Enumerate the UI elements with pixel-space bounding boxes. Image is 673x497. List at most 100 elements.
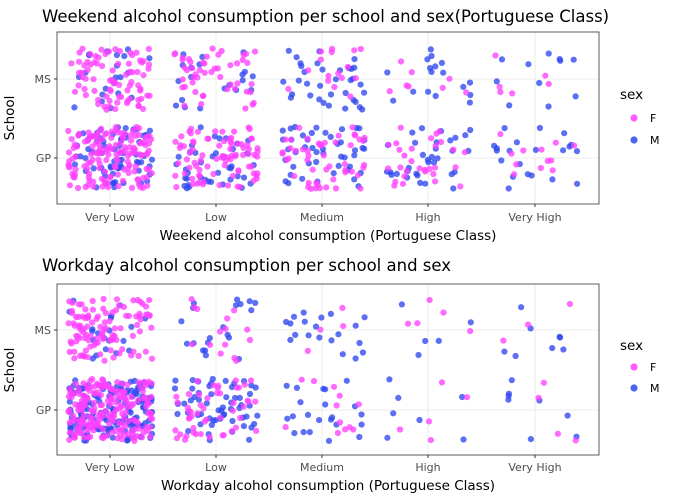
data-point-ms-f	[251, 48, 259, 55]
data-point-ms-f	[181, 83, 188, 90]
data-point-ms-m	[327, 310, 334, 317]
data-point-ms-m	[352, 355, 359, 362]
data-point-gp-f	[136, 140, 144, 147]
data-point-ms-m	[467, 319, 474, 326]
data-point-ms-m	[512, 352, 519, 360]
data-point-gp-f	[183, 156, 190, 163]
data-point-gp-f	[548, 157, 555, 164]
data-point-gp-f	[143, 165, 150, 173]
data-point-gp-f	[148, 170, 155, 177]
data-point-gp-m	[246, 436, 253, 443]
data-point-gp-m	[536, 124, 544, 132]
data-point-gp-f	[438, 379, 446, 386]
data-point-ms-m	[356, 339, 363, 347]
data-point-gp-m	[240, 174, 248, 181]
data-point-gp-f	[200, 405, 207, 412]
data-point-ms-f	[508, 90, 516, 97]
data-point-ms-m	[183, 340, 191, 347]
data-point-gp-f	[119, 410, 126, 417]
data-point-gp-f	[549, 167, 556, 174]
data-point-gp-f	[72, 380, 79, 387]
data-point-gp-f	[128, 137, 135, 144]
data-point-gp-f	[93, 140, 100, 147]
data-point-gp-m	[549, 176, 556, 183]
data-point-gp-f	[66, 385, 73, 392]
data-point-gp-f	[87, 433, 94, 440]
data-point-gp-f	[212, 128, 219, 135]
data-point-gp-m	[513, 139, 521, 146]
data-point-gp-f	[71, 141, 78, 148]
data-point-gp-m	[322, 129, 329, 136]
data-point-gp-f	[131, 168, 138, 175]
chart-2-panel-border	[56, 283, 600, 456]
data-point-gp-f	[428, 135, 435, 142]
data-point-gp-f	[135, 397, 142, 404]
data-point-ms-f	[97, 351, 104, 358]
data-point-ms-m	[120, 337, 127, 344]
data-point-gp-f	[77, 430, 84, 437]
data-point-ms-f	[66, 348, 73, 356]
data-point-gp-m	[195, 396, 202, 403]
data-point-gp-f	[197, 157, 204, 164]
data-point-ms-m	[179, 96, 186, 104]
data-point-gp-f	[98, 125, 105, 132]
chart-1-legend-title: sex	[620, 87, 643, 103]
data-point-gp-m	[428, 153, 435, 161]
chart-2-legend: sex F M	[620, 338, 660, 395]
data-point-ms-f	[244, 59, 251, 66]
data-point-gp-f	[74, 184, 82, 192]
data-point-gp-f	[245, 146, 252, 153]
data-point-gp-f	[100, 426, 107, 433]
data-point-ms-f	[120, 303, 127, 310]
data-point-gp-m	[527, 436, 535, 443]
data-point-ms-m	[199, 53, 206, 61]
data-point-ms-f	[386, 88, 393, 95]
data-point-ms-f	[244, 326, 251, 333]
data-point-gp-f	[101, 131, 109, 138]
data-point-gp-f	[326, 163, 333, 170]
chart-1-legend-label-m: M	[650, 134, 660, 147]
data-point-gp-m	[284, 415, 291, 422]
data-point-ms-f	[76, 49, 83, 56]
chart-1-x-tick-label: High	[415, 211, 440, 224]
data-point-ms-m	[570, 56, 577, 63]
data-point-gp-f	[95, 156, 102, 163]
data-point-gp-f	[354, 172, 361, 179]
chart-2-y-axis-title: School	[2, 348, 18, 393]
data-point-ms-m	[501, 348, 508, 355]
data-point-gp-f	[513, 161, 520, 168]
data-point-gp-m	[573, 148, 581, 155]
data-point-ms-f	[218, 47, 225, 55]
data-point-ms-f	[68, 60, 75, 67]
data-point-ms-m	[320, 99, 327, 106]
data-point-ms-f	[116, 350, 123, 357]
data-point-ms-f	[188, 296, 195, 303]
data-point-gp-f	[136, 125, 143, 132]
data-point-gp-f	[245, 150, 252, 157]
data-point-ms-f	[317, 326, 324, 333]
data-point-ms-m	[239, 77, 246, 84]
data-point-gp-f	[130, 144, 137, 151]
data-point-gp-m	[313, 158, 320, 166]
data-point-gp-m	[459, 393, 466, 401]
data-point-gp-f	[219, 128, 226, 135]
data-point-ms-m	[287, 336, 294, 343]
data-point-gp-f	[535, 394, 542, 401]
data-point-ms-f	[179, 76, 186, 83]
data-point-ms-f	[198, 101, 205, 108]
data-point-ms-m	[332, 76, 339, 83]
data-point-gp-f	[70, 173, 77, 181]
data-point-ms-f	[142, 303, 150, 310]
data-point-ms-f	[127, 49, 134, 56]
data-point-gp-f	[282, 136, 289, 143]
chart-1-points	[65, 45, 581, 192]
data-point-gp-f	[177, 431, 184, 438]
data-point-ms-m	[335, 331, 342, 338]
data-point-gp-f	[140, 395, 147, 402]
data-point-ms-f	[542, 72, 549, 79]
chart-1-y-tick-label: GP	[36, 152, 52, 165]
data-point-gp-f	[91, 389, 98, 397]
data-point-ms-f	[79, 352, 86, 359]
data-point-gp-f	[175, 160, 182, 167]
data-point-ms-f	[84, 323, 91, 330]
